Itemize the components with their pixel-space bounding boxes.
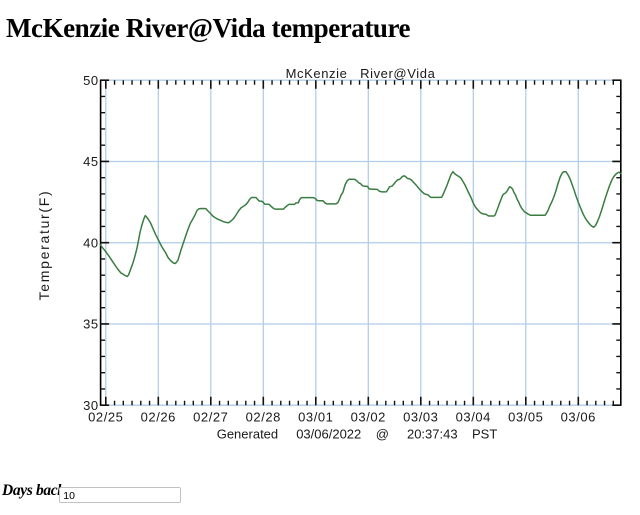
svg-text:02/26: 02/26 — [141, 410, 176, 425]
svg-text:McKenzie River@Vida: McKenzie River@Vida — [286, 66, 436, 81]
svg-text:30: 30 — [83, 398, 98, 413]
svg-text:50: 50 — [83, 73, 98, 88]
svg-text:03/01: 03/01 — [298, 410, 333, 425]
svg-text:Temperatur(F): Temperatur(F) — [36, 190, 52, 301]
svg-text:03/02: 03/02 — [351, 410, 386, 425]
svg-text:35: 35 — [83, 317, 98, 332]
svg-text:03/05: 03/05 — [508, 410, 543, 425]
svg-text:02/27: 02/27 — [193, 410, 228, 425]
svg-text:40: 40 — [83, 235, 98, 250]
svg-text:02/28: 02/28 — [246, 410, 281, 425]
svg-text:45: 45 — [83, 154, 98, 169]
svg-text:03/04: 03/04 — [456, 410, 491, 425]
svg-text:03/06: 03/06 — [561, 410, 596, 425]
svg-text:02/25: 02/25 — [88, 410, 123, 425]
svg-text:Generated 03/06/2022 @: Generated 03/06/2022 @ 20:37:43 PST — [217, 427, 498, 442]
svg-text:McKenzie River@Vida temperatur: McKenzie River@Vida temperature — [6, 13, 410, 43]
svg-text:03/03: 03/03 — [403, 410, 438, 425]
